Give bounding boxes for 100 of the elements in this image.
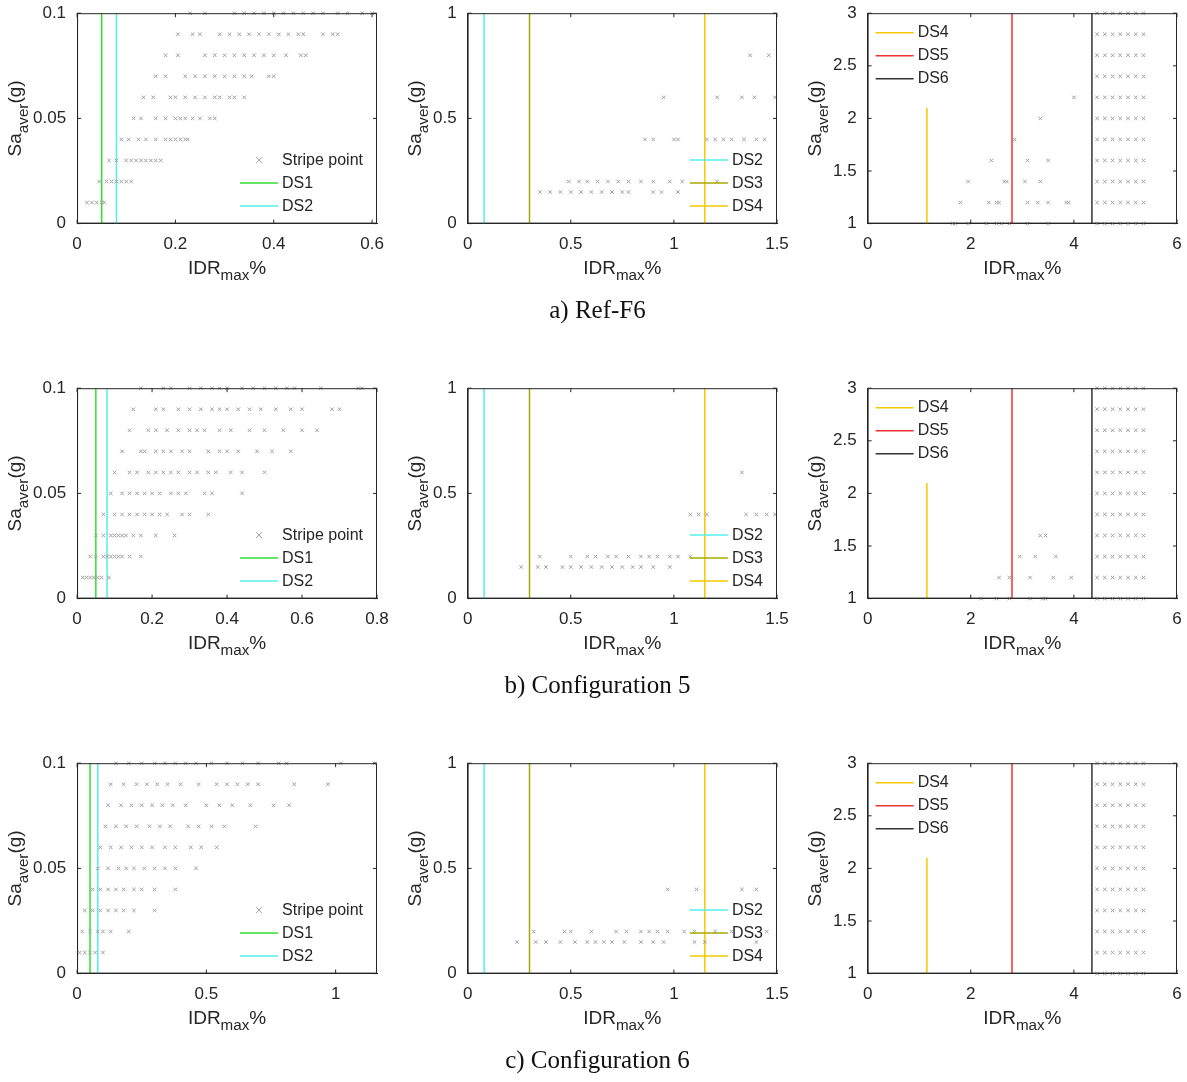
legend-label: DS2 bbox=[282, 196, 314, 214]
point bbox=[754, 512, 759, 517]
point bbox=[1025, 200, 1030, 205]
y-axis-title: Saaver(g) bbox=[804, 455, 831, 532]
x-tick-label: 0.4 bbox=[215, 609, 239, 629]
point bbox=[665, 929, 670, 934]
x-tick-label: 2 bbox=[966, 984, 976, 1004]
y-axis-title: Saaver(g) bbox=[4, 80, 31, 157]
point bbox=[671, 137, 677, 142]
point bbox=[752, 95, 757, 100]
text: c) Configuration 6 bbox=[504, 1046, 691, 1074]
x-tick-label: 0.2 bbox=[163, 234, 188, 254]
point bbox=[1007, 575, 1012, 580]
point bbox=[650, 137, 656, 142]
y-axis-title: Saaver(g) bbox=[4, 830, 31, 907]
point bbox=[1038, 116, 1043, 121]
point bbox=[514, 939, 520, 945]
y-tick-label: 1 bbox=[847, 963, 857, 983]
point bbox=[1032, 554, 1038, 559]
point bbox=[599, 189, 604, 195]
x-tick-label: 0 bbox=[862, 609, 873, 629]
point bbox=[650, 189, 656, 195]
point bbox=[729, 137, 734, 142]
x-tick-label: 0.6 bbox=[290, 609, 314, 629]
y-tick-label: 1 bbox=[847, 213, 857, 233]
point bbox=[739, 887, 745, 892]
legend-label: DS4 bbox=[917, 23, 949, 41]
y-tick-label: 2.5 bbox=[832, 430, 857, 450]
point bbox=[620, 564, 625, 570]
legend-label: DS4 bbox=[731, 196, 764, 214]
point bbox=[599, 564, 604, 570]
point bbox=[568, 554, 574, 559]
point bbox=[622, 939, 627, 945]
point bbox=[1038, 179, 1043, 184]
x-tick-label: 1 bbox=[669, 609, 679, 629]
x-tick-label: 0 bbox=[462, 234, 473, 254]
point bbox=[986, 200, 992, 205]
legend-label: DS5 bbox=[917, 796, 949, 814]
legend-label: DS6 bbox=[917, 819, 949, 837]
x-tick-label: 2 bbox=[966, 234, 976, 254]
point bbox=[772, 95, 778, 100]
point bbox=[712, 137, 718, 142]
point bbox=[1027, 575, 1033, 580]
point bbox=[584, 939, 590, 945]
point bbox=[667, 179, 673, 184]
point bbox=[989, 158, 994, 163]
legend-label: DS1 bbox=[282, 173, 314, 191]
point bbox=[764, 929, 769, 934]
point bbox=[692, 939, 697, 945]
point bbox=[566, 179, 571, 184]
point bbox=[626, 189, 631, 195]
point bbox=[704, 512, 710, 517]
point bbox=[531, 929, 536, 934]
point bbox=[601, 939, 607, 945]
point bbox=[650, 939, 656, 945]
point bbox=[518, 564, 524, 570]
point bbox=[584, 554, 590, 559]
point bbox=[1045, 158, 1051, 163]
x-tick-label: 6 bbox=[1172, 609, 1182, 629]
point bbox=[638, 939, 644, 945]
legend-label: DS2 bbox=[731, 150, 764, 168]
point bbox=[702, 939, 708, 945]
point bbox=[704, 137, 710, 142]
x-tick-label: 6 bbox=[1172, 984, 1182, 1004]
x-tick-label: 0.8 bbox=[365, 609, 389, 629]
y-tick-label: 1 bbox=[447, 377, 457, 397]
y-axis-title: Saaver(g) bbox=[404, 455, 431, 532]
point bbox=[578, 564, 584, 570]
point bbox=[620, 189, 625, 195]
point bbox=[568, 929, 574, 934]
point bbox=[589, 564, 594, 570]
point bbox=[764, 512, 769, 517]
y-axis-title: Saaver(g) bbox=[404, 80, 431, 157]
x-tick-label: 1.5 bbox=[765, 984, 789, 1004]
y-tick-label: 0.5 bbox=[432, 858, 457, 878]
y-tick-label: 1 bbox=[847, 588, 857, 608]
point bbox=[638, 564, 644, 570]
point bbox=[558, 939, 563, 945]
legend-label: DS3 bbox=[731, 173, 764, 191]
y-tick-label: 0 bbox=[447, 588, 457, 608]
point bbox=[1069, 575, 1074, 580]
legend-label: DS4 bbox=[731, 571, 764, 589]
x-tick-label: 0 bbox=[72, 234, 82, 254]
y-tick-label: 3 bbox=[847, 377, 857, 397]
text: b) Configuration 5 bbox=[503, 671, 692, 699]
point bbox=[642, 137, 648, 142]
x-tick-label: 2 bbox=[966, 609, 976, 629]
point bbox=[681, 929, 687, 934]
point bbox=[593, 939, 598, 945]
point bbox=[665, 887, 670, 892]
point bbox=[696, 512, 701, 517]
point bbox=[667, 564, 673, 570]
y-tick-label: 2.5 bbox=[832, 55, 857, 75]
point bbox=[754, 137, 759, 142]
y-tick-label: 0 bbox=[56, 213, 67, 233]
point bbox=[688, 554, 693, 559]
legend-label: DS5 bbox=[917, 421, 949, 439]
point bbox=[714, 95, 720, 100]
legend-label: DS2 bbox=[731, 900, 764, 918]
point bbox=[655, 554, 660, 559]
